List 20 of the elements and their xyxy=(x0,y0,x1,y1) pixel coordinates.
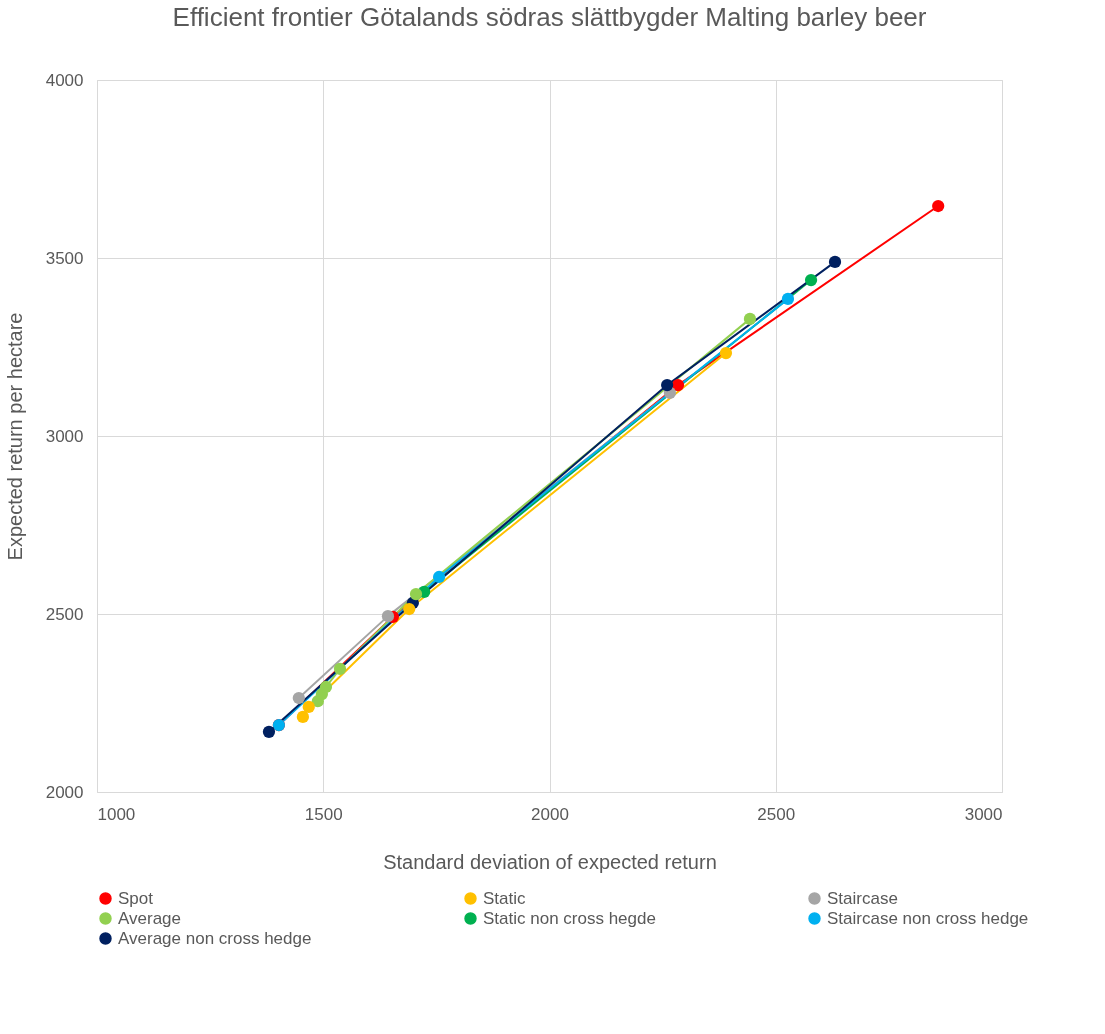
y-tick-label: 2500 xyxy=(45,604,84,624)
legend-label: Spot xyxy=(118,888,154,908)
legend-label: Average xyxy=(118,908,182,928)
x-axis-title: Standard deviation of expected return xyxy=(383,850,717,873)
x-tick-label: 1500 xyxy=(304,804,343,824)
x-tick-label: 1000 xyxy=(97,804,136,824)
y-axis-title: Expected return per hectare xyxy=(3,312,26,561)
y-tick-label: 3000 xyxy=(45,426,84,446)
chart-title: Efficient frontier Götalands södras slättbygder Malting barley beer xyxy=(172,2,927,32)
legend-label: Static non cross hegde xyxy=(483,908,656,928)
y-tick-label: 3500 xyxy=(45,248,84,268)
legend-label: Staircase non cross hedge xyxy=(827,908,1029,928)
x-tick-label: 2000 xyxy=(531,804,569,824)
legend-label: Staircase xyxy=(827,888,898,908)
y-tick-label: 4000 xyxy=(45,70,84,90)
y-tick-label: 2000 xyxy=(45,782,84,802)
legend-label: Average non cross hedge xyxy=(118,928,312,948)
x-tick-label: 2500 xyxy=(757,804,796,824)
x-tick-label: 3000 xyxy=(964,804,1003,824)
legend-label: Static xyxy=(483,888,527,908)
